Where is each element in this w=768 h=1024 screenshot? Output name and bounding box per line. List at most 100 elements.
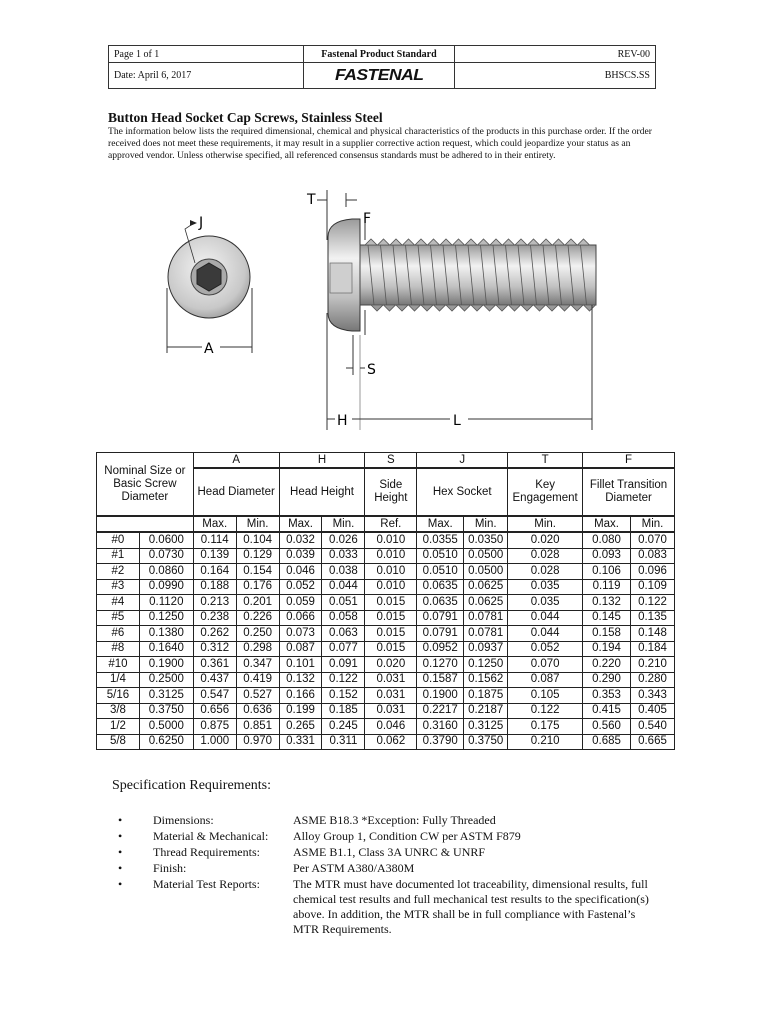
table-cell: 0.052 [278, 578, 323, 595]
table-cell: #0 [96, 531, 140, 549]
table-cell: 0.083 [629, 547, 676, 564]
table-cell: 0.210 [507, 733, 584, 750]
table-cell: 0.104 [235, 531, 280, 549]
table-cell: 0.039 [278, 547, 323, 564]
column-name: Hex Socket [416, 467, 509, 517]
table-cell: 0.3750 [138, 702, 194, 719]
column-name: Head Diameter [192, 467, 280, 517]
table-cell: 0.210 [629, 656, 676, 673]
table-cell: 0.0937 [463, 640, 509, 657]
table-cell: 0.093 [582, 547, 631, 564]
table-cell: 0.015 [364, 609, 418, 626]
table-cell: 0.0730 [138, 547, 194, 564]
table-cell: 0.184 [629, 640, 676, 657]
fastenal-logo: FASTENAL [334, 66, 424, 84]
requirement-label: Material Test Reports: [153, 877, 260, 891]
label-h: H [337, 413, 348, 429]
table-cell: 0.220 [582, 656, 631, 673]
table-cell: 0.1587 [416, 671, 465, 688]
table-cell: 0.070 [629, 531, 676, 549]
table-row: 5/16 0.3125 0.547 0.527 0.166 0.152 0.031 0.190… [96, 687, 676, 704]
table-cell: 0.0625 [463, 594, 509, 611]
table-cell: 0.091 [321, 656, 366, 673]
table-cell: #2 [96, 563, 140, 580]
column-letter-h: H [278, 452, 366, 469]
table-cell: 0.106 [582, 563, 631, 580]
column-letter-j: J [416, 452, 509, 469]
table-cell: 0.059 [278, 594, 323, 611]
table-cell: 0.527 [235, 687, 280, 704]
table-cell: 0.063 [321, 625, 366, 642]
table-cell: 0.015 [364, 640, 418, 657]
table-row: 5/8 0.6250 1.000 0.970 0.331 0.311 0.062 0.3790… [96, 733, 676, 750]
column-name: Key Engagement [507, 467, 584, 517]
table-cell: 0.058 [321, 609, 366, 626]
label-s: S [367, 362, 376, 378]
table-cell: 0.1120 [138, 594, 194, 611]
bullet: • [118, 813, 123, 827]
table-cell: 0.044 [507, 625, 584, 642]
table-cell: 0.0635 [416, 594, 465, 611]
column-subheader: Min. [235, 515, 280, 533]
table-cell: 0.132 [582, 594, 631, 611]
column-subheader: Min. [507, 515, 584, 533]
table-cell: 1/2 [96, 718, 140, 735]
table-cell: 0.2217 [416, 702, 465, 719]
table-cell: 0.052 [507, 640, 584, 657]
bullet: • [118, 861, 123, 875]
table-cell: 0.636 [235, 702, 280, 719]
table-cell: 0.1270 [416, 656, 465, 673]
screw-drawing: J A T F S H L [166, 190, 597, 430]
table-cell: 0.0355 [416, 531, 465, 549]
table-cell: 0.0781 [463, 609, 509, 626]
side-view: T F S H L [306, 190, 597, 430]
table-row: #4 0.1120 0.213 0.201 0.059 0.051 0.015 0.0635 0… [96, 594, 676, 611]
table-cell: 0.145 [582, 609, 631, 626]
table-cell: 0.033 [321, 547, 366, 564]
table-cell: 0.540 [629, 718, 676, 735]
table-cell: 0.175 [507, 718, 584, 735]
table-cell: #6 [96, 625, 140, 642]
table-cell: 0.010 [364, 547, 418, 564]
column-letter-t: T [507, 452, 584, 469]
table-cell: 0.851 [235, 718, 280, 735]
table-cell: 0.031 [364, 687, 418, 704]
column-name: Head Height [278, 467, 366, 517]
table-cell: 0.158 [582, 625, 631, 642]
table-cell: 0.1900 [416, 687, 465, 704]
table-cell: 0.0781 [463, 625, 509, 642]
table-cell: 0.122 [507, 702, 584, 719]
column-subheader: Max. [278, 515, 323, 533]
page-number: Page 1 of 1 [108, 45, 304, 63]
table-cell: 0.046 [364, 718, 418, 735]
table-cell: 3/8 [96, 702, 140, 719]
table-cell: 5/8 [96, 733, 140, 750]
document-code: BHSCS.SS [454, 62, 656, 89]
blank-header [96, 515, 194, 533]
column-letter-f: F [582, 452, 675, 469]
standard-title: Fastenal Product Standard [303, 45, 455, 63]
spec-heading: Specification Requirements: [112, 778, 272, 793]
table-cell: 1.000 [192, 733, 237, 750]
table-cell: 0.0990 [138, 578, 194, 595]
table-cell: 0.194 [582, 640, 631, 657]
label-f: F [363, 211, 371, 227]
table-cell: 0.1875 [463, 687, 509, 704]
table-cell: 0.132 [278, 671, 323, 688]
column-subheader: Max. [416, 515, 465, 533]
table-cell: 0.2500 [138, 671, 194, 688]
table-cell: 0.035 [507, 578, 584, 595]
table-cell: #8 [96, 640, 140, 657]
table-cell: 0.1250 [463, 656, 509, 673]
table-cell: 0.1900 [138, 656, 194, 673]
table-cell: 0.265 [278, 718, 323, 735]
table-cell: #4 [96, 594, 140, 611]
table-row: #10 0.1900 0.361 0.347 0.101 0.091 0.020 0.1270… [96, 656, 676, 673]
table-cell: 0.044 [321, 578, 366, 595]
table-cell: 0.015 [364, 594, 418, 611]
table-cell: 0.080 [582, 531, 631, 549]
table-cell: 0.046 [278, 563, 323, 580]
table-row: #5 0.1250 0.238 0.226 0.066 0.058 0.015 0.0791 0… [96, 609, 676, 626]
table-cell: 0.245 [321, 718, 366, 735]
column-subheader: Ref. [364, 515, 418, 533]
